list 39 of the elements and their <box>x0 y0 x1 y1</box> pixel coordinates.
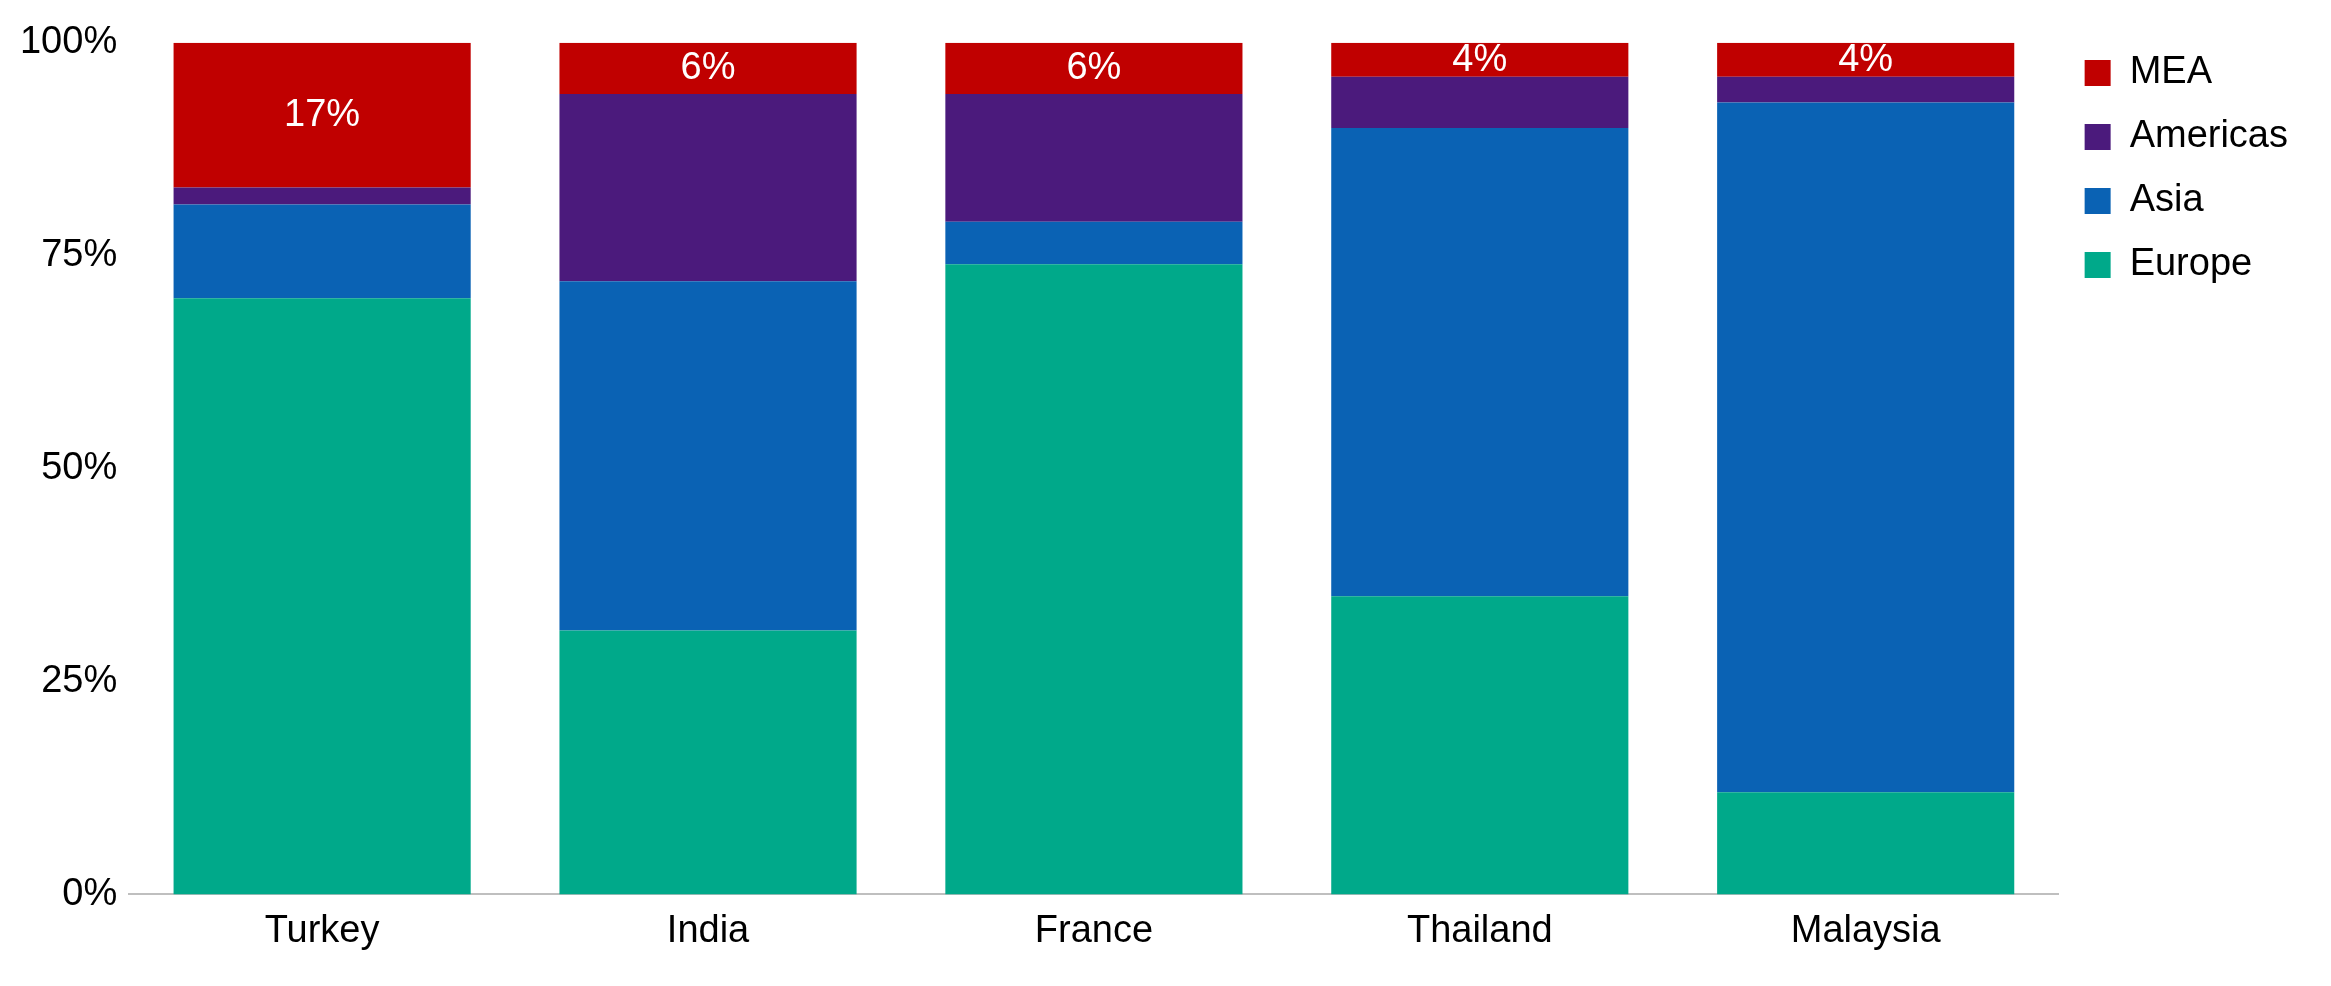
x-tick-label: India <box>666 907 751 950</box>
data-label: 4% <box>1838 37 1894 80</box>
bar <box>1717 42 2015 77</box>
data-label: 6% <box>680 44 736 87</box>
bar <box>559 42 857 94</box>
bar <box>559 93 857 282</box>
x-tick-label: Thailand <box>1406 907 1553 950</box>
bar <box>173 42 471 188</box>
y-tick-label: 100% <box>19 19 118 62</box>
bar <box>1717 792 2015 895</box>
bar <box>173 204 471 299</box>
bar <box>1331 42 1629 77</box>
bar <box>1331 76 1629 128</box>
y-tick-label: 50% <box>41 445 118 488</box>
legend-label: Americas <box>2129 113 2289 156</box>
bar <box>1331 127 1629 597</box>
bar <box>945 264 1243 895</box>
bar <box>173 298 471 895</box>
data-label: 6% <box>1066 44 1122 87</box>
y-tick-label: 0% <box>62 870 118 913</box>
data-label: 4% <box>1452 37 1508 80</box>
bar <box>1331 596 1629 895</box>
legend-label: MEA <box>2129 49 2213 92</box>
bar <box>945 221 1243 265</box>
bar <box>559 630 857 895</box>
bar <box>1717 76 2015 103</box>
x-tick-label: France <box>1034 907 1154 950</box>
y-tick-label: 25% <box>41 657 118 700</box>
y-tick-label: 75% <box>41 232 118 275</box>
x-tick-label: Turkey <box>264 907 380 950</box>
bar <box>945 42 1243 94</box>
x-tick-label: Malaysia <box>1790 907 1942 950</box>
bar <box>559 281 857 631</box>
bar <box>945 93 1243 222</box>
bar <box>173 187 471 205</box>
legend-label: Asia <box>2129 177 2205 220</box>
legend-label: Europe <box>2129 241 2253 284</box>
data-label: 17% <box>284 91 361 134</box>
bar <box>1717 102 2015 793</box>
